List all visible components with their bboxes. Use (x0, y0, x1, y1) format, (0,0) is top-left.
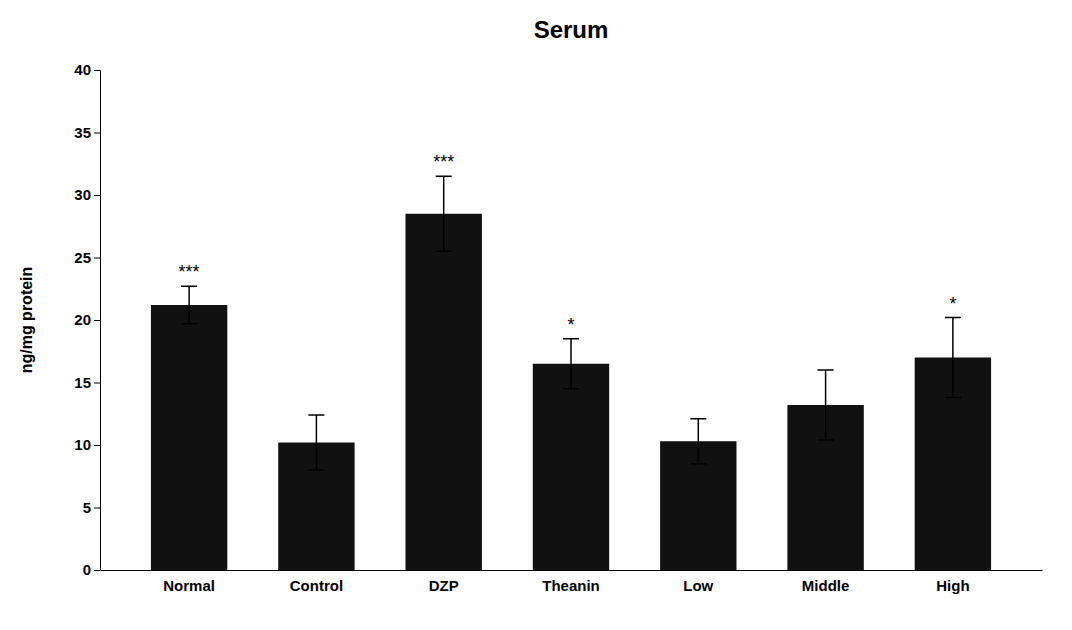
significance-marker: *** (433, 152, 454, 172)
error-bar (308, 415, 324, 470)
y-tick-label: 20 (74, 311, 91, 328)
y-tick-label: 35 (74, 124, 91, 141)
y-tick-mark (94, 570, 100, 571)
y-tick: 30 (74, 186, 100, 203)
x-tick-label: Control (290, 577, 343, 594)
error-bar (436, 176, 452, 251)
y-tick-mark (94, 508, 100, 509)
y-tick-label: 10 (74, 436, 91, 453)
y-axis-line (94, 71, 101, 571)
x-tick: High (936, 577, 969, 594)
error-bar (945, 318, 961, 398)
y-tick-label: 40 (74, 61, 91, 78)
x-tick-label: High (936, 577, 969, 594)
significance: ******** (179, 152, 957, 335)
y-tick: 15 (74, 374, 100, 391)
significance-marker: *** (179, 262, 200, 282)
y-tick-mark (94, 445, 100, 446)
y-tick: 40 (74, 61, 100, 78)
y-axis-title: ng/mg protein (18, 267, 35, 374)
y-tick-mark (94, 195, 100, 196)
y-tick-mark (94, 383, 100, 384)
y-tick: 25 (74, 249, 100, 266)
bar (533, 364, 609, 570)
y-tick-label: 0 (83, 561, 91, 578)
x-tick: Middle (802, 577, 850, 594)
y-tick: 5 (83, 499, 100, 516)
x-tick-label: DZP (429, 577, 459, 594)
chart: ********NormalControlDZPTheaninLowMiddle… (0, 0, 1072, 630)
chart-title: Serum (534, 16, 609, 43)
bars (151, 176, 991, 570)
y-tick: 10 (74, 436, 100, 453)
x-tick: Normal (163, 577, 215, 594)
x-tick-label: Normal (163, 577, 215, 594)
y-tick: 20 (74, 311, 100, 328)
y-tick-mark (94, 133, 100, 134)
bar (151, 305, 227, 570)
x-tick: Control (290, 577, 343, 594)
significance-marker: * (949, 294, 956, 314)
y-tick-label: 25 (74, 249, 91, 266)
x-tick: Theanin (542, 577, 600, 594)
plot: ********NormalControlDZPTheaninLowMiddle… (74, 61, 1042, 593)
y-tick-mark (94, 320, 100, 321)
y-tick-mark (94, 70, 100, 71)
error-bar (181, 286, 197, 324)
y-tick-mark (94, 258, 100, 259)
x-axis: Normal Control DZP Theanin Low Middle High (101, 571, 1043, 594)
y-axis: 0 5 10 15 20 25 30 35 40 (74, 61, 100, 578)
significance-marker: * (567, 315, 574, 335)
x-tick-label: Low (683, 577, 713, 594)
x-axis-line (101, 570, 1043, 571)
y-tick-label: 5 (83, 499, 91, 516)
y-tick-label: 30 (74, 186, 91, 203)
x-tick: DZP (429, 577, 459, 594)
error-bar (690, 419, 706, 464)
error-bar (818, 370, 834, 440)
y-tick: 35 (74, 124, 100, 141)
x-tick: Low (683, 577, 713, 594)
y-tick-label: 15 (74, 374, 91, 391)
y-tick: 0 (83, 561, 100, 578)
bar (406, 214, 482, 570)
error-bar (563, 339, 579, 389)
x-tick-label: Middle (802, 577, 850, 594)
x-tick-label: Theanin (542, 577, 600, 594)
